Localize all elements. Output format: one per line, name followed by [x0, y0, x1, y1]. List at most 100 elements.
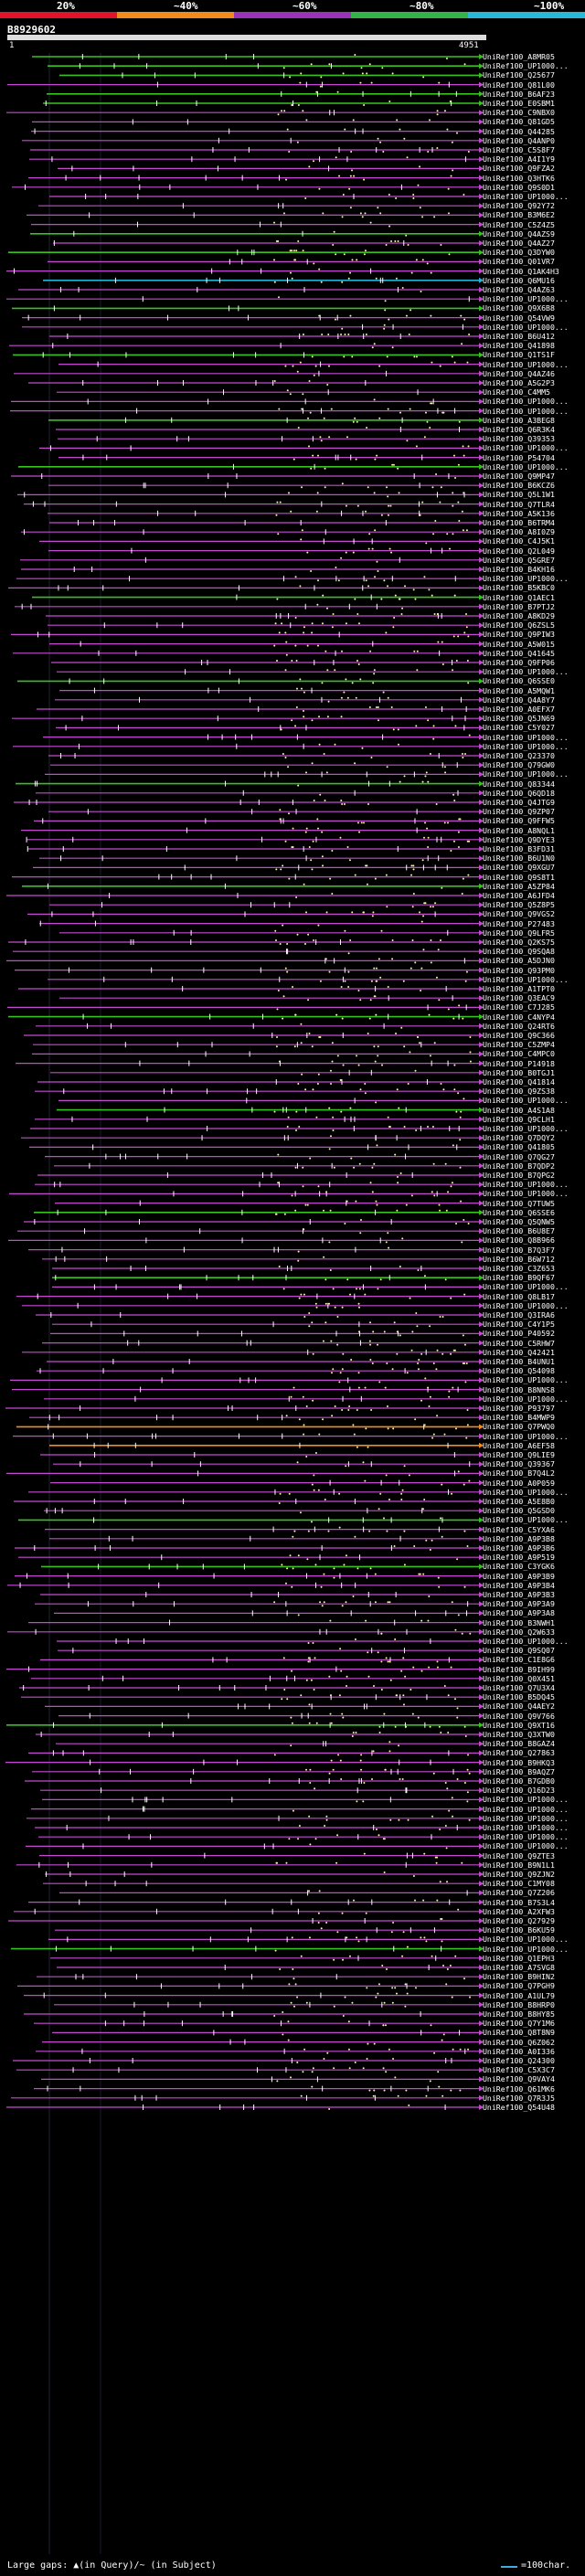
- hit-label[interactable]: UniRef100_UP1000...: [483, 397, 569, 407]
- hit-label[interactable]: UniRef100_UP1000...: [483, 741, 569, 751]
- hit-label[interactable]: UniRef100_Q4AZS9: [483, 228, 555, 239]
- hit-label[interactable]: UniRef100_UP1000...: [483, 732, 569, 742]
- hit-label[interactable]: UniRef100_Q5Z8P5: [483, 900, 555, 910]
- hit-label[interactable]: UniRef100_Q5GSD0: [483, 1506, 555, 1516]
- hit-label[interactable]: UniRef100_A4S1A8: [483, 1105, 555, 1115]
- hit-label[interactable]: UniRef100_B9AQZ7: [483, 1766, 555, 1776]
- hit-label[interactable]: UniRef100_B7QPG2: [483, 1171, 555, 1180]
- hit-label[interactable]: UniRef100_Q83344: [483, 779, 555, 789]
- hit-label[interactable]: UniRef100_Q25677: [483, 70, 555, 80]
- hit-label[interactable]: UniRef100_Q4ANP0: [483, 135, 555, 145]
- hit-label[interactable]: UniRef100_A9P3B8: [483, 1533, 555, 1543]
- hit-label[interactable]: UniRef100_B8NNS8: [483, 1384, 555, 1394]
- hit-label[interactable]: UniRef100_Q61MK6: [483, 2083, 555, 2094]
- hit-label[interactable]: UniRef100_C4MM5: [483, 387, 550, 398]
- hit-label[interactable]: UniRef100_Q2KS75: [483, 938, 555, 947]
- hit-label[interactable]: UniRef100_B0TGJ1: [483, 1067, 555, 1077]
- hit-label[interactable]: UniRef100_Q7DQY2: [483, 1133, 555, 1143]
- hit-label[interactable]: UniRef100_P27483: [483, 918, 555, 928]
- hit-label[interactable]: UniRef100_A0EFX7: [483, 705, 555, 714]
- hit-label[interactable]: UniRef100_UP1000...: [483, 322, 569, 332]
- hit-label[interactable]: UniRef100_Q9CLH1: [483, 1114, 555, 1124]
- hit-label[interactable]: UniRef100_B9QF67: [483, 1273, 555, 1283]
- hit-label[interactable]: UniRef100_B9IH99: [483, 1664, 555, 1674]
- hit-label[interactable]: UniRef100_C1E8G6: [483, 1655, 555, 1665]
- hit-label[interactable]: UniRef100_B5DQ45: [483, 1692, 555, 1702]
- hit-label[interactable]: UniRef100_C4NYP4: [483, 1012, 555, 1022]
- hit-label[interactable]: UniRef100_UP1000...: [483, 443, 569, 453]
- hit-label[interactable]: UniRef100_Q9VAY4: [483, 2074, 555, 2084]
- hit-label[interactable]: UniRef100_B6AF23: [483, 89, 555, 99]
- hit-label[interactable]: UniRef100_Q4AEY2: [483, 1701, 555, 1712]
- hit-label[interactable]: UniRef100_UP1000...: [483, 974, 569, 984]
- hit-label[interactable]: UniRef100_UP1000...: [483, 1944, 569, 1954]
- hit-label[interactable]: UniRef100_UP1000...: [483, 1124, 569, 1133]
- hit-label[interactable]: UniRef100_B7Q3F7: [483, 1245, 555, 1255]
- hit-label[interactable]: UniRef100_Q9LFR5: [483, 928, 555, 938]
- hit-label[interactable]: UniRef100_Q9C366: [483, 1031, 555, 1040]
- hit-label[interactable]: UniRef100_Q44285: [483, 126, 555, 136]
- hit-label[interactable]: UniRef100_A1UL79: [483, 1990, 555, 2000]
- hit-label[interactable]: UniRef100_A5W015: [483, 639, 555, 649]
- hit-label[interactable]: UniRef100_Q9V766: [483, 1711, 555, 1721]
- hit-label[interactable]: UniRef100_Q6QD18: [483, 788, 555, 798]
- hit-label[interactable]: UniRef100_B4KH16: [483, 565, 555, 574]
- hit-label[interactable]: UniRef100_UP1000...: [483, 406, 569, 416]
- hit-label[interactable]: UniRef100_Q54U48: [483, 2103, 555, 2112]
- hit-label[interactable]: UniRef100_Q7TLR4: [483, 499, 555, 509]
- hit-label[interactable]: UniRef100_Q5GRE7: [483, 555, 555, 565]
- hit-label[interactable]: UniRef100_UP1000...: [483, 667, 569, 677]
- hit-label[interactable]: UniRef100_C1MY08: [483, 1879, 555, 1889]
- hit-label[interactable]: UniRef100_A5MQW1: [483, 685, 555, 695]
- hit-label[interactable]: UniRef100_Q1AK4H3: [483, 266, 559, 276]
- hit-label[interactable]: UniRef100_A9P3B3: [483, 1590, 555, 1599]
- hit-label[interactable]: UniRef100_Q7U3X4: [483, 1683, 555, 1692]
- hit-label[interactable]: UniRef100_UP1000...: [483, 359, 569, 369]
- hit-label[interactable]: UniRef100_A4I1Y9: [483, 154, 555, 164]
- hit-label[interactable]: UniRef100_B6W712: [483, 1254, 555, 1264]
- hit-label[interactable]: UniRef100_A5DJN0: [483, 956, 555, 966]
- hit-label[interactable]: UniRef100_B6KU59: [483, 1925, 555, 1935]
- hit-label[interactable]: UniRef100_B9N1L1: [483, 1860, 555, 1870]
- hit-label[interactable]: UniRef100_UP1000...: [483, 1394, 569, 1404]
- hit-label[interactable]: UniRef100_Q16D23: [483, 1786, 555, 1796]
- hit-label[interactable]: UniRef100_UP1000...: [483, 1841, 569, 1851]
- hit-label[interactable]: UniRef100_B7GDB0: [483, 1776, 555, 1786]
- hit-label[interactable]: UniRef100_UP1000...: [483, 1189, 569, 1199]
- hit-label[interactable]: UniRef100_Q81GD5: [483, 117, 555, 127]
- hit-label[interactable]: UniRef100_P54704: [483, 452, 555, 462]
- hit-label[interactable]: UniRef100_UP1000...: [483, 1832, 569, 1842]
- hit-label[interactable]: UniRef100_B3M6E2: [483, 210, 555, 220]
- hit-label[interactable]: UniRef100_B3NWH1: [483, 1617, 555, 1627]
- hit-label[interactable]: UniRef100_UP1000...: [483, 1487, 569, 1497]
- hit-label[interactable]: UniRef100_Q81L00: [483, 80, 555, 90]
- hit-label[interactable]: UniRef100_A6EF58: [483, 1440, 555, 1450]
- hit-label[interactable]: UniRef100_Q54098: [483, 1366, 555, 1376]
- hit-label[interactable]: UniRef100_UP1000...: [483, 1515, 569, 1525]
- hit-label[interactable]: UniRef100_UP1000...: [483, 1300, 569, 1310]
- hit-label[interactable]: UniRef100_B5KBC0: [483, 583, 555, 593]
- hit-label[interactable]: UniRef100_A9P3B6: [483, 1543, 555, 1553]
- hit-label[interactable]: UniRef100_Q9FZA2: [483, 164, 555, 174]
- hit-label[interactable]: UniRef100_Q42421: [483, 1347, 555, 1357]
- hit-label[interactable]: UniRef100_C7J285: [483, 1002, 555, 1012]
- hit-label[interactable]: UniRef100_B7S3L4: [483, 1897, 555, 1907]
- hit-label[interactable]: UniRef100_Q9SQA8: [483, 947, 555, 957]
- hit-label[interactable]: UniRef100_Q3XTW0: [483, 1730, 555, 1739]
- hit-label[interactable]: UniRef100_Q6SSE0: [483, 676, 555, 686]
- hit-label[interactable]: UniRef100_Q6SSE6: [483, 1207, 555, 1217]
- hit-label[interactable]: UniRef100_UP1000...: [483, 1804, 569, 1814]
- hit-label[interactable]: UniRef100_UP1000...: [483, 61, 569, 71]
- hit-label[interactable]: UniRef100_A8MR05: [483, 52, 555, 61]
- hit-label[interactable]: UniRef100_UP1000...: [483, 574, 569, 584]
- hit-label[interactable]: UniRef100_Q24RT6: [483, 1021, 555, 1031]
- hit-label[interactable]: UniRef100_Q9XT16: [483, 1720, 555, 1730]
- hit-label[interactable]: UniRef100_Q27929: [483, 1916, 555, 1925]
- hit-label[interactable]: UniRef100_Q7Y1M6: [483, 2019, 555, 2029]
- hit-label[interactable]: UniRef100_C4MPC0: [483, 1049, 555, 1059]
- hit-label[interactable]: UniRef100_B7Q4L2: [483, 1468, 555, 1479]
- hit-label[interactable]: UniRef100_Q3IRA6: [483, 1310, 555, 1320]
- hit-label[interactable]: UniRef100_A6JFD4: [483, 891, 555, 900]
- hit-label[interactable]: UniRef100_UP1000...: [483, 1823, 569, 1832]
- hit-label[interactable]: UniRef100_Q9DYE3: [483, 834, 555, 844]
